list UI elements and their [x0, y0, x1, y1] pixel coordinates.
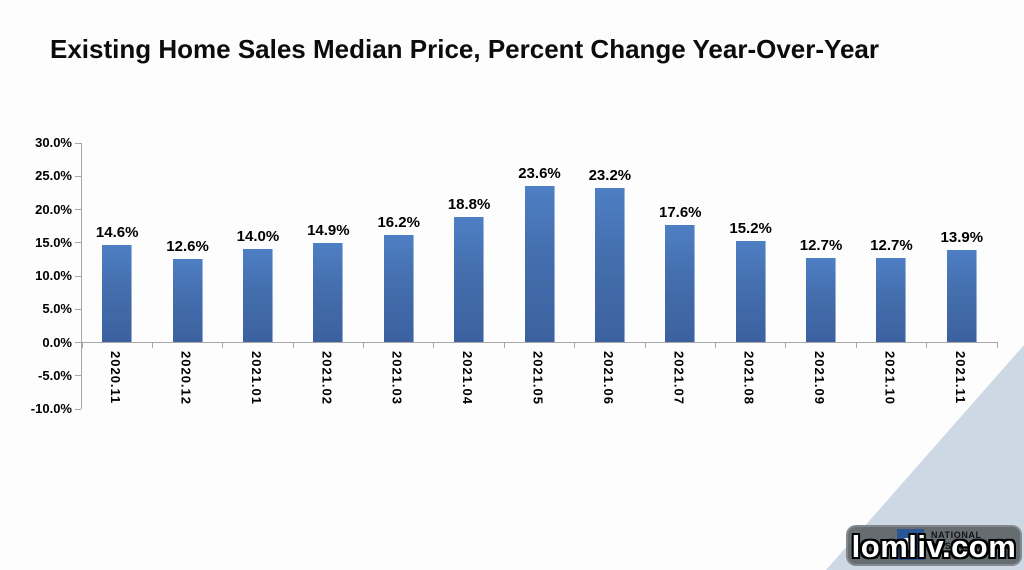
bar [102, 245, 133, 343]
bar [876, 258, 907, 343]
y-axis-tick-label: 25.0% [35, 168, 72, 184]
bar-value-label: 12.7% [870, 237, 913, 255]
x-axis-category-label: 2021.06 [600, 350, 616, 405]
bar-value-label: 12.6% [166, 237, 209, 255]
y-axis-line [81, 143, 82, 409]
y-axis-tick-label: 10.0% [35, 268, 72, 283]
bar-value-label: 13.9% [940, 229, 984, 247]
bar [665, 225, 696, 343]
bar [524, 185, 555, 343]
x-axis-tick [574, 342, 576, 348]
y-axis-tick-label: 20.0% [35, 201, 72, 217]
bar-value-label: 12.7% [799, 237, 843, 255]
bar [172, 258, 203, 343]
x-axis-line [81, 342, 998, 343]
plot-area: 30.0% 25.0% 20.0% 15.0% 10.0% 5.0% 0.0% -5.0% -1… [31, 135, 998, 416]
x-axis-tick [292, 342, 294, 348]
watermark-label: lomliv.com [851, 529, 1017, 564]
y-axis-tick-label: -10.0% [30, 401, 72, 416]
y-axis-tick-label: 15.0% [35, 234, 72, 250]
bar-value-label: 16.2% [377, 213, 420, 231]
nar-logo: R NATIONAL ASSOCIATION OF [897, 529, 1016, 560]
y-axis-tick [75, 142, 81, 144]
x-axis-tick [714, 342, 716, 348]
watermark-background [846, 525, 1022, 566]
x-axis-category-label: 2021.01 [248, 350, 264, 405]
x-axis-category-label: 2021.04 [460, 350, 476, 405]
bar-value-label: 17.6% [658, 204, 702, 222]
y-axis-tick [75, 408, 81, 410]
bar [806, 258, 837, 343]
x-axis-category-label: 2021.11 [952, 350, 968, 404]
x-axis-category-label: 2021.10 [882, 350, 898, 405]
nar-logo-icon: R [897, 529, 924, 560]
x-axis-tick [81, 342, 83, 348]
x-axis-tick [151, 342, 153, 348]
bar [242, 249, 273, 343]
y-axis-tick-label: 5.0% [42, 301, 72, 317]
nar-logo-text-line2: ASSOCIATION OF [931, 541, 1017, 551]
y-axis-tick [75, 342, 81, 343]
y-axis-tick [75, 375, 81, 377]
bar [313, 243, 344, 343]
bar-value-label: 14.6% [95, 224, 139, 242]
bar [454, 217, 485, 343]
bar [383, 234, 414, 343]
x-axis-tick [996, 342, 998, 348]
bar-value-label: 23.2% [588, 167, 632, 185]
x-axis-tick [855, 342, 857, 348]
bar-value-label: 14.9% [307, 222, 350, 240]
y-axis-tick [75, 209, 81, 210]
nar-logo-text: NATIONAL ASSOCIATION OF [931, 529, 1016, 560]
x-axis-tick [785, 342, 787, 348]
bar-value-label: 15.2% [729, 220, 772, 238]
x-axis-category-label: 2021.05 [530, 350, 546, 405]
bar [735, 241, 766, 343]
bar-value-label: 14.0% [236, 228, 280, 246]
y-axis-tick [75, 275, 81, 277]
y-axis-tick-label: 30.0% [35, 135, 72, 150]
x-axis-tick [503, 342, 505, 348]
bar-value-label: 23.6% [518, 164, 561, 182]
y-axis-tick [75, 175, 81, 177]
nar-logo-text-line1: NATIONAL [931, 530, 982, 540]
x-axis-tick [644, 342, 646, 348]
x-axis-tick [926, 342, 928, 348]
bar [594, 188, 625, 343]
chart-title: Existing Home Sales Median Price, Percen… [50, 34, 879, 64]
x-axis-category-label: 2021.03 [389, 350, 405, 405]
y-axis-tick-label: 0.0% [42, 334, 72, 350]
y-axis-tick [75, 242, 81, 244]
x-axis-category-label: 2020.11 [108, 350, 124, 404]
x-axis-tick [433, 342, 435, 348]
x-axis-category-label: 2021.08 [741, 350, 757, 405]
x-axis-category-label: 2021.07 [671, 350, 687, 405]
x-axis-tick [222, 342, 224, 348]
y-axis-tick-label: -5.0% [38, 367, 72, 383]
bar-value-label: 18.8% [447, 196, 491, 214]
y-axis-tick [75, 308, 81, 310]
x-axis-tick [363, 342, 365, 348]
x-axis-category-label: 2021.09 [812, 350, 828, 405]
x-axis-category-label: 2021.02 [319, 350, 335, 405]
x-axis-category-label: 2020.12 [178, 350, 194, 405]
bar [946, 250, 977, 343]
